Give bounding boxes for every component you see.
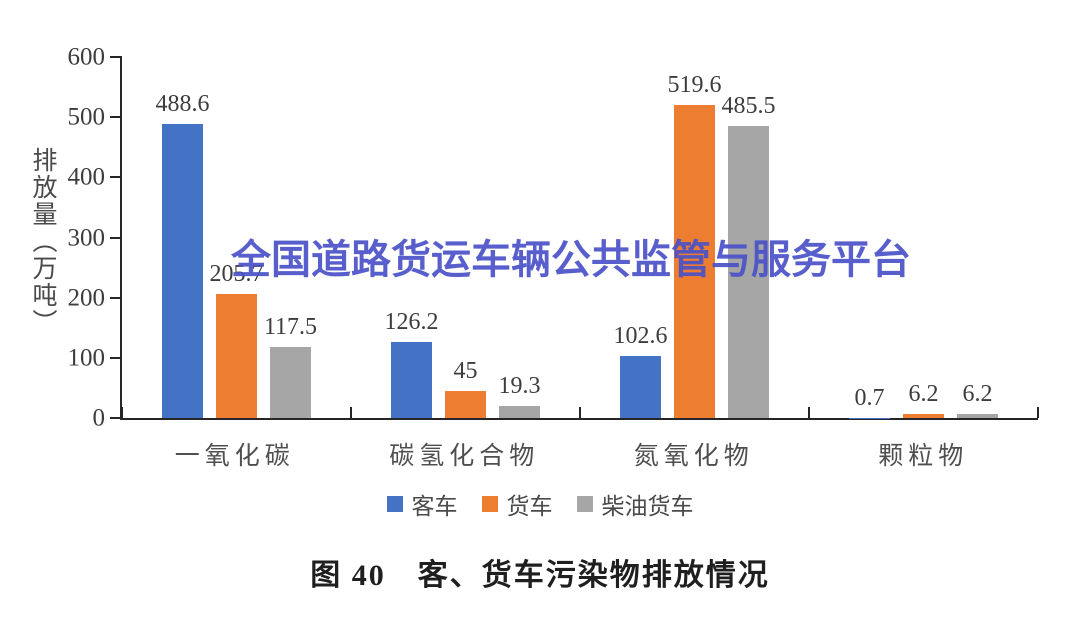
x-tick-mark bbox=[350, 407, 352, 418]
x-tick-mark bbox=[808, 407, 810, 418]
x-category-label: 颗粒物 bbox=[878, 443, 969, 470]
bar-groups: 488.6 205.7 117.5 126.2 45 19.3 102.6 519.6 485.… bbox=[122, 57, 1038, 418]
bar bbox=[445, 390, 486, 418]
bar bbox=[957, 414, 998, 418]
bar-value-label: 6.2 bbox=[908, 381, 939, 408]
bar-value-label: 102.6 bbox=[613, 323, 668, 350]
bar-group: 488.6 205.7 117.5 bbox=[122, 57, 351, 418]
x-tick-mark bbox=[579, 407, 581, 418]
bar-group: 126.2 45 19.3 bbox=[351, 57, 580, 418]
x-axis-category-labels: 一氧化碳 碳氢化合物 氮氧化物 颗粒物 bbox=[120, 436, 1038, 472]
legend-label: 货车 bbox=[506, 494, 553, 519]
y-tick-label: 100 bbox=[67, 344, 106, 372]
bar-slot: 519.6 bbox=[668, 57, 722, 418]
bar-group: 0.7 6.2 6.2 bbox=[809, 57, 1038, 418]
y-tick-mark bbox=[110, 116, 122, 119]
bar-slot: 0.7 bbox=[849, 57, 890, 418]
bar bbox=[674, 105, 715, 418]
bar-slot: 126.2 bbox=[385, 57, 439, 418]
bar-value-label: 205.7 bbox=[209, 261, 264, 288]
bar-value-label: 126.2 bbox=[384, 309, 439, 336]
legend: 客车 货车 柴油货车 bbox=[0, 487, 1080, 521]
y-tick-label: 0 bbox=[92, 404, 106, 432]
watermark-text: 全国道路货运车辆公共监管与服务平台 bbox=[231, 238, 911, 282]
x-category-label: 一氧化碳 bbox=[174, 443, 295, 470]
bar-group: 102.6 519.6 485.5 bbox=[580, 57, 809, 418]
y-tick-label: 600 bbox=[67, 43, 106, 71]
bar-value-label: 45 bbox=[453, 357, 478, 384]
bar-slot: 488.6 bbox=[156, 57, 210, 418]
bar-slot: 45 bbox=[445, 57, 486, 418]
bar bbox=[216, 294, 257, 418]
y-tick-mark bbox=[110, 236, 122, 239]
bar-value-label: 117.5 bbox=[263, 314, 318, 341]
x-tick-mark bbox=[1037, 407, 1039, 418]
y-tick-mark bbox=[110, 56, 122, 58]
bar-value-label: 6.2 bbox=[962, 381, 993, 408]
bar bbox=[270, 347, 311, 418]
x-tick-mark bbox=[121, 407, 123, 418]
bar bbox=[903, 414, 944, 418]
y-tick-mark bbox=[110, 356, 122, 359]
legend-label: 客车 bbox=[411, 494, 458, 519]
figure-caption: 图 40 客、货车污染物排放情况 bbox=[310, 559, 770, 592]
legend-label: 柴油货车 bbox=[601, 494, 694, 519]
plot-area: 488.6 205.7 117.5 126.2 45 19.3 102.6 519.6 485.… bbox=[68, 45, 1039, 431]
bar-slot: 19.3 bbox=[498, 57, 541, 418]
legend-swatch-icon bbox=[481, 496, 498, 512]
bar-value-label: 485.5 bbox=[721, 92, 776, 119]
legend-item: 货车 bbox=[481, 487, 553, 521]
x-category-label: 氮氧化物 bbox=[633, 443, 754, 470]
legend-swatch-icon bbox=[386, 496, 403, 512]
bar-value-label: 519.6 bbox=[667, 72, 722, 99]
bar bbox=[728, 125, 769, 418]
bar-slot: 102.6 bbox=[614, 57, 668, 418]
y-tick-mark bbox=[110, 417, 122, 419]
bar-slot: 117.5 bbox=[264, 57, 317, 418]
bar-slot: 205.7 bbox=[210, 57, 264, 418]
y-tick-label: 200 bbox=[67, 284, 106, 312]
bar-value-label: 0.7 bbox=[854, 384, 885, 411]
bar bbox=[391, 342, 432, 418]
bar bbox=[620, 356, 661, 418]
legend-item: 客车 bbox=[386, 487, 458, 521]
bar bbox=[162, 124, 203, 418]
y-axis-title: 排放量（万吨） bbox=[29, 147, 56, 336]
bar bbox=[499, 406, 540, 418]
bar-slot: 6.2 bbox=[957, 57, 998, 418]
legend-item: 柴油货车 bbox=[576, 487, 694, 521]
y-tick-label: 500 bbox=[67, 103, 106, 131]
bar-slot: 6.2 bbox=[903, 57, 944, 418]
y-tick-mark bbox=[110, 296, 122, 299]
x-category-label: 碳氢化合物 bbox=[389, 443, 540, 470]
bar-value-label: 19.3 bbox=[498, 373, 541, 400]
y-tick-label: 300 bbox=[67, 224, 106, 251]
y-tick-mark bbox=[110, 176, 122, 179]
bar-value-label: 488.6 bbox=[155, 91, 210, 118]
y-tick-label: 400 bbox=[67, 163, 106, 191]
bar-slot: 485.5 bbox=[722, 57, 776, 418]
legend-swatch-icon bbox=[576, 496, 593, 512]
